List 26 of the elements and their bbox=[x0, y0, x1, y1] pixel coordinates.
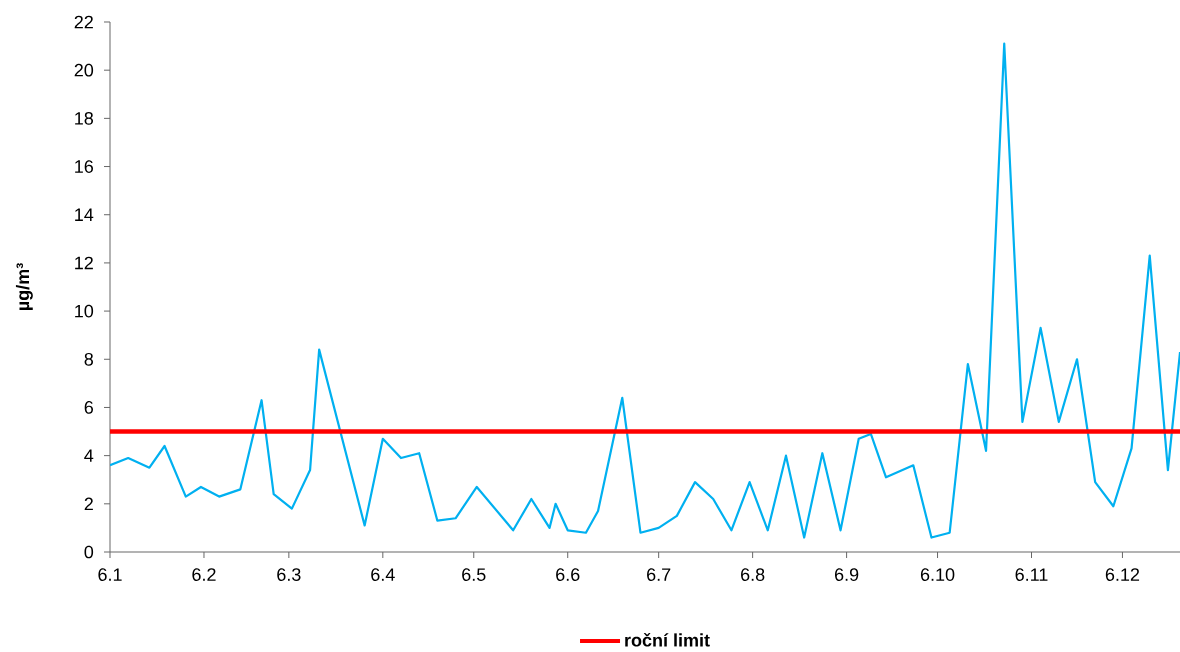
x-tick-label: 6.5 bbox=[462, 568, 486, 581]
y-tick-label: 18 bbox=[75, 111, 94, 125]
x-tick-label: 6.6 bbox=[556, 568, 580, 581]
y-tick-label: 0 bbox=[84, 545, 94, 559]
x-tick-label: 6.2 bbox=[192, 568, 216, 581]
y-tick-label: 22 bbox=[74, 15, 93, 29]
x-tick-label: 6.9 bbox=[835, 568, 859, 581]
x-tick-label: 6.12 bbox=[1105, 568, 1140, 581]
legend-label: roční limit bbox=[625, 632, 710, 647]
y-axis-title: µg/m³ bbox=[15, 263, 33, 311]
x-tick-label: 6.7 bbox=[647, 568, 671, 581]
y-tick-label: 10 bbox=[75, 304, 94, 318]
y-tick-label: 12 bbox=[75, 256, 93, 270]
x-tick-label: 6.8 bbox=[741, 568, 765, 581]
y-tick-label: 14 bbox=[75, 208, 94, 221]
x-tick-label: 6.10 bbox=[920, 568, 955, 581]
y-tick-label: 8 bbox=[84, 352, 94, 366]
x-tick-label: 6.3 bbox=[277, 568, 301, 581]
x-tick-label: 6.1 bbox=[98, 568, 122, 581]
y-tick-label: 6 bbox=[84, 401, 94, 414]
y-tick-label: 16 bbox=[75, 160, 94, 173]
x-tick-label: 6.4 bbox=[371, 568, 395, 581]
y-tick-label: 2 bbox=[84, 497, 93, 511]
y-tick-label: 20 bbox=[74, 63, 94, 77]
x-tick-label: 6.11 bbox=[1015, 568, 1048, 581]
y-tick-label: 4 bbox=[84, 449, 94, 462]
